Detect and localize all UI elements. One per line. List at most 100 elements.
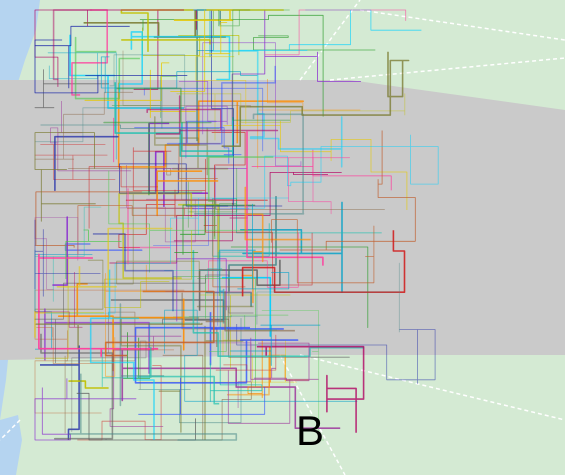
movement-track: [34, 289, 185, 414]
movement-track: [215, 334, 277, 371]
movement-track: [52, 216, 68, 286]
movement-track: [71, 9, 108, 96]
movement-track: [146, 95, 279, 135]
movement-track: [256, 345, 365, 433]
movement-track: [221, 276, 272, 337]
movement-track: [34, 69, 109, 109]
movement-track: [120, 9, 211, 52]
water-body-lower: [0, 415, 22, 475]
movement-track: [238, 9, 422, 51]
movement-track: [35, 322, 203, 349]
movement-track: [125, 188, 171, 265]
movement-track: [34, 144, 116, 180]
movement-track: [109, 172, 342, 264]
movement-track: [209, 312, 284, 366]
movement-track: [195, 56, 247, 125]
movement-track: [34, 206, 102, 302]
movement-track: [119, 303, 165, 407]
movement-track: [35, 54, 186, 143]
movement-track: [103, 87, 212, 196]
movement-track: [231, 9, 361, 126]
movement-track: [77, 205, 194, 255]
movement-track: [156, 170, 219, 217]
movement-track: [162, 318, 350, 358]
movement-track: [164, 252, 280, 278]
movement-track: [92, 233, 174, 312]
movement-track: [122, 50, 251, 108]
movement-track: [68, 373, 238, 441]
movement-track: [166, 65, 276, 145]
movement-track: [209, 286, 263, 402]
movement-track: [173, 202, 248, 242]
movement-track: [111, 76, 178, 118]
movement-track: [34, 378, 137, 441]
movement-track: [205, 291, 295, 332]
movement-track: [202, 42, 302, 167]
movement-track: [105, 264, 166, 377]
movement-track: [137, 347, 220, 405]
movement-track: [230, 324, 321, 366]
movement-track: [74, 36, 140, 100]
movement-track: [40, 333, 114, 440]
movement-track: [236, 324, 436, 384]
movement-track: [34, 191, 143, 248]
movement-track: [176, 93, 406, 141]
movement-track: [34, 9, 93, 87]
movement-track: [65, 229, 122, 279]
movement-track: [265, 9, 407, 56]
movement-track: [40, 345, 80, 440]
movement-track: [226, 354, 309, 396]
movement-track: [174, 204, 256, 255]
movement-track: [241, 230, 406, 297]
panel-label: B: [296, 407, 325, 454]
movement-track: [34, 219, 101, 297]
movement-track: [227, 337, 319, 424]
movement-track: [179, 81, 228, 159]
movement-track: [34, 39, 188, 94]
movement-track: [237, 203, 290, 290]
movement-track: [207, 156, 274, 239]
movement-track: [108, 170, 251, 273]
movement-track: [88, 166, 158, 229]
movement-track: [35, 254, 69, 359]
movement-track: [241, 186, 311, 304]
movement-track: [123, 332, 151, 379]
movement-track: [271, 219, 375, 284]
movement-track: [218, 249, 256, 324]
movement-track: [54, 135, 119, 192]
movement-track: [205, 10, 283, 207]
movement-track: [109, 335, 182, 427]
movement-track: [246, 131, 324, 266]
movement-track: [221, 51, 410, 147]
movement-track: [218, 9, 291, 121]
movement-track: [138, 318, 242, 424]
movement-track: [188, 262, 400, 333]
movement-track: [35, 272, 83, 328]
movement-track: [114, 82, 234, 157]
movement-track: [181, 133, 385, 210]
movement-track: [89, 269, 155, 440]
movement-track: [36, 327, 174, 364]
movement-track: [119, 163, 229, 207]
movement-track: [192, 250, 365, 357]
movement-track: [230, 246, 369, 328]
movement-track: [40, 87, 220, 129]
movement-track: [209, 50, 343, 168]
movement-tracks: [34, 9, 439, 441]
movement-track: [134, 127, 242, 164]
movement-track: [45, 197, 289, 314]
movement-track: [176, 258, 227, 322]
movement-track: [261, 310, 324, 441]
movement-track: [230, 134, 439, 209]
movement-track: [34, 274, 254, 363]
movement-track: [132, 147, 313, 286]
movement-track: [279, 130, 416, 251]
movement-track: [38, 253, 159, 357]
movement-track: [71, 340, 147, 432]
movement-track: [44, 308, 150, 374]
movement-track: [64, 311, 136, 434]
movement-track: [274, 156, 350, 215]
